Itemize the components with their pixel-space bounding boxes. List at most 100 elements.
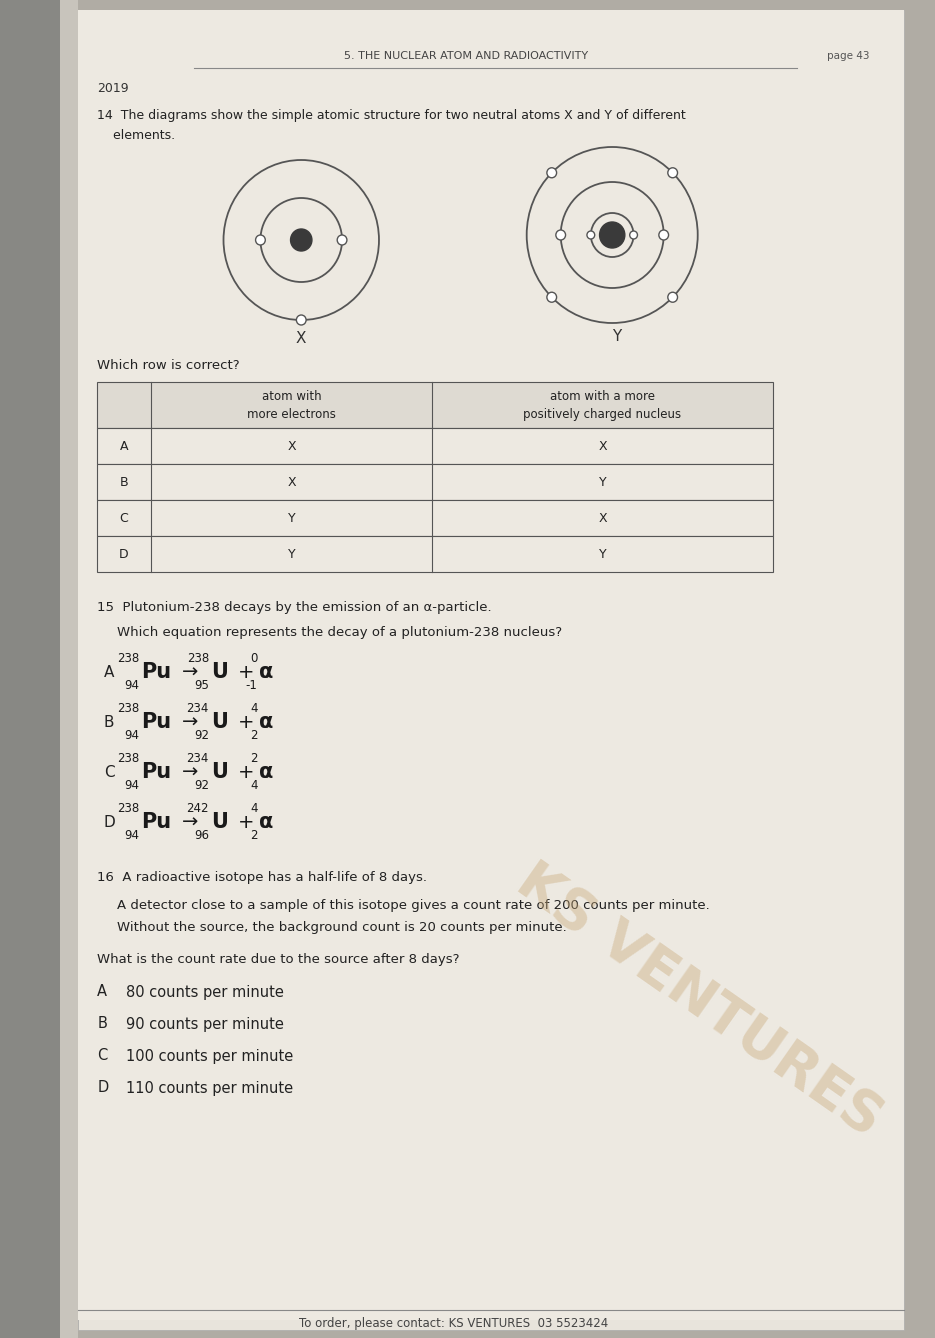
- Text: 238: 238: [117, 803, 139, 815]
- Text: 80 counts per minute: 80 counts per minute: [126, 985, 284, 999]
- Text: 94: 94: [124, 779, 139, 792]
- Text: →: →: [181, 662, 198, 681]
- Text: Without the source, the background count is 20 counts per minute.: Without the source, the background count…: [117, 921, 567, 934]
- Text: 242: 242: [186, 803, 209, 815]
- Text: U: U: [211, 662, 228, 682]
- Circle shape: [629, 231, 638, 240]
- Text: A: A: [97, 985, 108, 999]
- Text: D: D: [97, 1081, 108, 1096]
- Text: 5. THE NUCLEAR ATOM AND RADIOACTIVITY: 5. THE NUCLEAR ATOM AND RADIOACTIVITY: [344, 51, 588, 62]
- Bar: [0, 0, 78, 1338]
- Text: X: X: [598, 439, 607, 452]
- Text: 14  The diagrams show the simple atomic structure for two neutral atoms X and Y : 14 The diagrams show the simple atomic s…: [97, 108, 686, 122]
- Circle shape: [587, 231, 595, 240]
- Text: 238: 238: [187, 652, 209, 665]
- Text: Y: Y: [612, 329, 622, 344]
- Text: 234: 234: [187, 752, 209, 765]
- Text: C: C: [104, 764, 115, 780]
- Text: 94: 94: [124, 828, 139, 842]
- Text: 92: 92: [194, 779, 209, 792]
- Circle shape: [296, 314, 306, 325]
- Text: 94: 94: [124, 729, 139, 741]
- Circle shape: [255, 235, 266, 245]
- Text: X: X: [598, 511, 607, 524]
- Text: 4: 4: [250, 702, 257, 716]
- Text: 2: 2: [250, 729, 257, 741]
- Text: 2: 2: [250, 752, 257, 765]
- Text: 238: 238: [117, 702, 139, 716]
- Text: atom with a more
positively charged nucleus: atom with a more positively charged nucl…: [524, 389, 682, 420]
- Text: 95: 95: [194, 678, 209, 692]
- Text: Y: Y: [288, 547, 295, 561]
- Text: →: →: [181, 713, 198, 732]
- Text: 4: 4: [250, 779, 257, 792]
- Text: A: A: [104, 665, 114, 680]
- Text: 110 counts per minute: 110 counts per minute: [126, 1081, 294, 1096]
- Text: U: U: [211, 812, 228, 832]
- Text: α: α: [259, 812, 274, 832]
- Bar: [97, 500, 772, 537]
- Text: X: X: [287, 439, 295, 452]
- Text: X: X: [296, 330, 307, 345]
- Circle shape: [668, 167, 678, 178]
- Bar: [97, 383, 772, 428]
- Circle shape: [599, 222, 625, 248]
- Text: C: C: [97, 1049, 108, 1064]
- Text: 100 counts per minute: 100 counts per minute: [126, 1049, 294, 1064]
- Text: +: +: [238, 763, 254, 781]
- Text: Y: Y: [288, 511, 295, 524]
- Text: α: α: [259, 712, 274, 732]
- Text: Which equation represents the decay of a plutonium-238 nucleus?: Which equation represents the decay of a…: [117, 625, 562, 638]
- Text: Y: Y: [598, 475, 606, 488]
- Text: Which row is correct?: Which row is correct?: [97, 359, 239, 372]
- Text: 92: 92: [194, 729, 209, 741]
- Text: 90 counts per minute: 90 counts per minute: [126, 1017, 284, 1032]
- Text: -1: -1: [246, 678, 257, 692]
- Text: +: +: [238, 713, 254, 732]
- Text: B: B: [104, 714, 114, 729]
- Text: →: →: [181, 763, 198, 781]
- Circle shape: [291, 229, 312, 252]
- Text: Pu: Pu: [141, 662, 171, 682]
- Text: B: B: [120, 475, 128, 488]
- Text: What is the count rate due to the source after 8 days?: What is the count rate due to the source…: [97, 953, 460, 966]
- Text: 15  Plutonium-238 decays by the emission of an α-particle.: 15 Plutonium-238 decays by the emission …: [97, 601, 492, 614]
- Text: 2019: 2019: [97, 82, 129, 95]
- Text: +: +: [238, 812, 254, 831]
- Text: α: α: [259, 763, 274, 781]
- Text: KS VENTURES: KS VENTURES: [507, 854, 893, 1147]
- Bar: [60, 0, 78, 1338]
- Text: D: D: [104, 815, 116, 830]
- Circle shape: [668, 292, 678, 302]
- Text: To order, please contact: KS VENTURES  03 5523424: To order, please contact: KS VENTURES 03…: [299, 1317, 609, 1330]
- Text: 238: 238: [117, 752, 139, 765]
- Circle shape: [659, 230, 669, 240]
- Text: U: U: [211, 763, 228, 781]
- Text: 96: 96: [194, 828, 209, 842]
- Text: 4: 4: [250, 803, 257, 815]
- Text: →: →: [181, 812, 198, 831]
- Text: atom with
more electrons: atom with more electrons: [247, 389, 336, 420]
- Text: 94: 94: [124, 678, 139, 692]
- Bar: [97, 464, 772, 500]
- Text: Pu: Pu: [141, 812, 171, 832]
- Circle shape: [338, 235, 347, 245]
- Text: 2: 2: [250, 828, 257, 842]
- Bar: [97, 537, 772, 573]
- Text: C: C: [120, 511, 128, 524]
- Text: 0: 0: [251, 652, 257, 665]
- Text: B: B: [97, 1017, 107, 1032]
- Text: A: A: [120, 439, 128, 452]
- Text: U: U: [211, 712, 228, 732]
- Text: page 43: page 43: [827, 51, 870, 62]
- Text: +: +: [238, 662, 254, 681]
- Text: D: D: [119, 547, 129, 561]
- Bar: [97, 428, 772, 464]
- Text: Pu: Pu: [141, 712, 171, 732]
- Text: α: α: [259, 662, 274, 682]
- Circle shape: [547, 292, 556, 302]
- Text: Pu: Pu: [141, 763, 171, 781]
- Circle shape: [555, 230, 566, 240]
- Text: 234: 234: [187, 702, 209, 716]
- Text: Y: Y: [598, 547, 606, 561]
